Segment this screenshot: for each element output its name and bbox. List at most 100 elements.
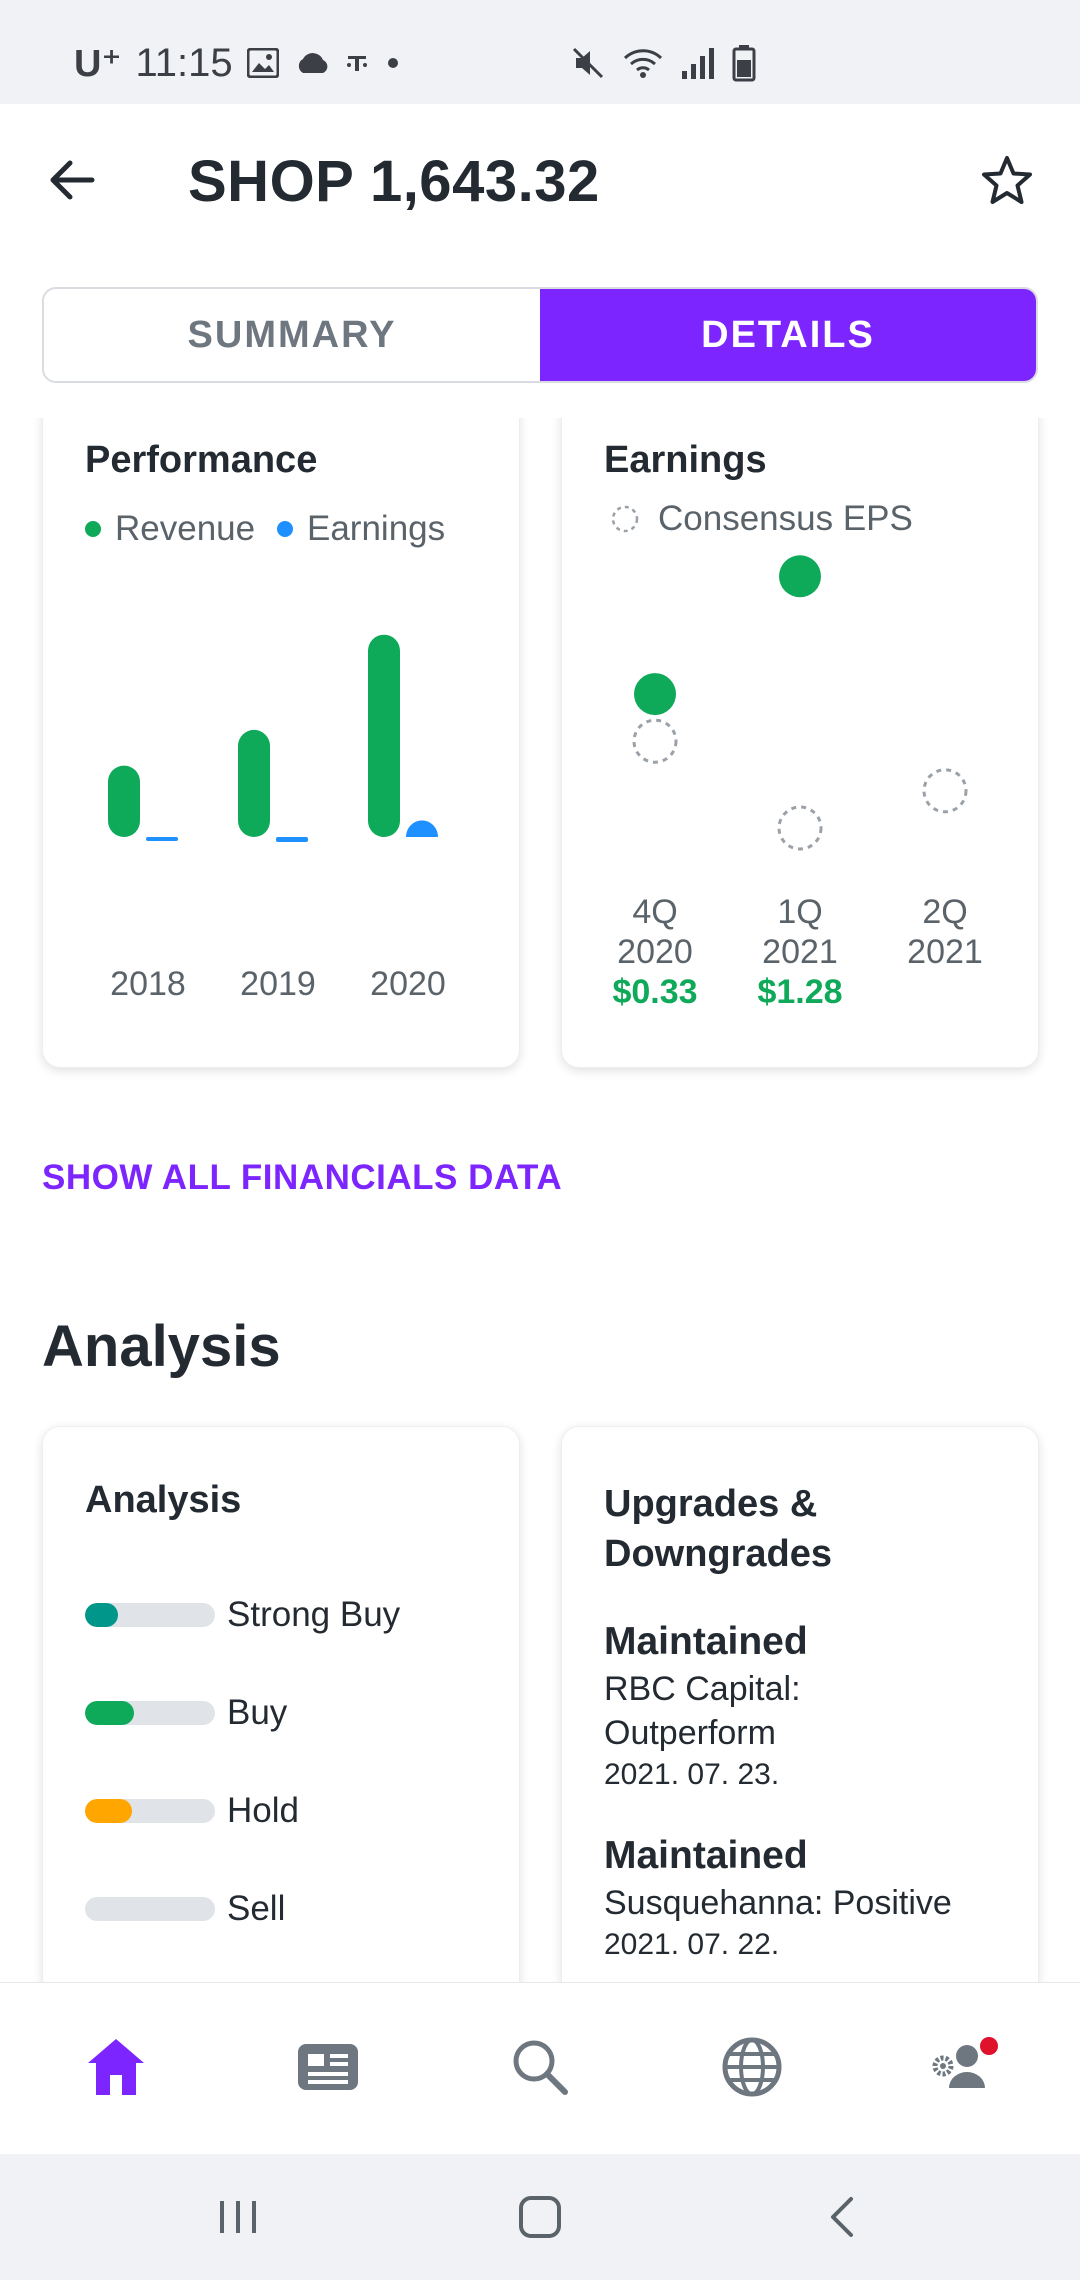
wifi-icon xyxy=(622,45,664,81)
battery-icon xyxy=(732,44,756,82)
quarter-label: 2Q xyxy=(922,893,967,931)
rating-bar-fill xyxy=(85,1701,135,1725)
globe-icon xyxy=(722,2037,782,2097)
status-bar: U⁺ 11:15 xyxy=(0,0,1080,104)
segmented-tabs: SUMMARY DETAILS xyxy=(42,287,1038,383)
analysis-card-title: Analysis xyxy=(85,1479,242,1521)
x-tick-label: 2020 xyxy=(370,965,446,1003)
recent-apps-button[interactable] xyxy=(198,2182,278,2252)
upgrades-title-line2: Downgrades xyxy=(604,1533,833,1575)
earnings-bar xyxy=(276,837,308,842)
upgrade-item[interactable]: Maintained RBC Capital: Outperform 2021.… xyxy=(604,1617,1044,1795)
bottom-navigation xyxy=(0,1982,1080,2154)
tab-summary[interactable]: SUMMARY xyxy=(44,289,540,381)
consensus-eps-point xyxy=(632,718,678,764)
favorite-button[interactable] xyxy=(976,150,1038,212)
details-scroll-area[interactable]: Performance Revenue Earnings 2018 2019 202… xyxy=(0,418,1080,1982)
app-header: SHOP 1,643.32 xyxy=(0,104,1080,279)
legend-earnings-label: Earnings xyxy=(307,509,446,548)
actual-eps-label: $1.28 xyxy=(757,973,842,1011)
performance-title: Performance xyxy=(85,439,318,481)
legend-consensus-label: Consensus EPS xyxy=(658,499,913,538)
legend-revenue-dot xyxy=(85,521,101,537)
page-title: SHOP 1,643.32 xyxy=(188,149,600,214)
year-label: 2021 xyxy=(762,933,838,971)
rating-label: Strong Buy xyxy=(227,1595,401,1634)
status-bar-left: U⁺ 11:15 xyxy=(74,38,403,88)
revenue-bar xyxy=(368,634,400,837)
signal-icon xyxy=(680,45,716,81)
rating-bar xyxy=(85,1701,215,1725)
dot-icon xyxy=(383,53,403,73)
analysis-card[interactable]: Analysis Strong Buy Buy Hold Sell xyxy=(42,1426,520,1982)
upgrades-card[interactable]: Upgrades & Downgrades Maintained RBC Cap… xyxy=(561,1426,1039,1982)
chevron-left-icon xyxy=(831,2197,853,2237)
star-icon xyxy=(982,156,1032,204)
quarter-label: 4Q xyxy=(632,893,677,931)
search-icon xyxy=(513,2040,568,2095)
nav-markets[interactable] xyxy=(712,2027,792,2107)
nav-home[interactable] xyxy=(76,2027,156,2107)
legend-consensus-eps: Consensus EPS xyxy=(610,499,913,539)
cloud-icon xyxy=(293,51,331,75)
revenue-bar xyxy=(108,765,140,837)
back-system-button[interactable] xyxy=(802,2182,882,2252)
rating-bar-fill xyxy=(85,1799,132,1823)
year-label: 2020 xyxy=(617,933,693,971)
rating-row: Sell xyxy=(85,1889,285,1929)
analysis-heading: Analysis xyxy=(42,1314,281,1379)
arrow-left-icon xyxy=(50,160,95,200)
upgrade-firm: RBC Capital: xyxy=(604,1670,801,1708)
consensus-eps-point xyxy=(777,805,823,851)
performance-card[interactable]: Performance Revenue Earnings 2018 2019 202… xyxy=(42,418,520,1068)
home-square-icon xyxy=(519,2196,561,2238)
earnings-card[interactable]: Earnings Consensus EPS 4Q 2020 $0.33 1Q 2021… xyxy=(561,418,1039,1068)
status-bar-right xyxy=(570,38,756,88)
back-button[interactable] xyxy=(42,150,102,210)
upgrade-date: 2021. 07. 23. xyxy=(604,1758,780,1791)
year-label: 2021 xyxy=(907,933,983,971)
rating-label: Buy xyxy=(227,1693,288,1732)
earnings-bar xyxy=(406,820,438,837)
system-navigation-bar xyxy=(0,2154,1080,2280)
rating-row: Hold xyxy=(85,1791,299,1831)
rating-bar-fill xyxy=(85,1603,118,1627)
dashed-circle-icon xyxy=(611,505,639,533)
image-icon xyxy=(246,48,279,78)
profile-settings-icon xyxy=(932,2037,998,2088)
notification-badge xyxy=(980,2037,998,2055)
home-icon xyxy=(88,2039,144,2095)
rating-row: Buy xyxy=(85,1693,287,1733)
legend-revenue: Revenue xyxy=(85,509,255,549)
x-tick-label: 2019 xyxy=(240,965,316,1003)
upgrade-firm: Susquehanna: Positive xyxy=(604,1884,952,1922)
legend-revenue-label: Revenue xyxy=(115,509,256,548)
carrier-label: U⁺ xyxy=(74,42,122,85)
nav-search[interactable] xyxy=(500,2027,580,2107)
upgrades-title: Upgrades & Downgrades xyxy=(604,1479,832,1579)
show-all-financials-link[interactable]: SHOW ALL FINANCIALS DATA xyxy=(42,1158,563,1197)
upgrade-date: 2021. 07. 22. xyxy=(604,1928,780,1961)
legend-earnings-dot xyxy=(277,521,293,537)
upgrade-action: Maintained xyxy=(604,1620,808,1663)
rating-bar xyxy=(85,1897,215,1921)
revenue-bar xyxy=(238,729,270,837)
actual-eps-point xyxy=(779,555,821,598)
nav-profile[interactable] xyxy=(924,2027,1004,2107)
legend-earnings: Earnings xyxy=(277,509,445,549)
rating-row: Strong Buy xyxy=(85,1595,400,1635)
upgrade-item[interactable]: Maintained Susquehanna: Positive 2021. 0… xyxy=(604,1831,1044,1965)
tab-details[interactable]: DETAILS xyxy=(540,289,1036,381)
consensus-eps-point xyxy=(922,768,968,814)
actual-eps-label: $0.33 xyxy=(612,973,697,1011)
home-system-button[interactable] xyxy=(500,2182,580,2252)
mute-icon xyxy=(570,45,606,81)
status-time: 11:15 xyxy=(135,40,233,85)
rating-label: Sell xyxy=(227,1889,286,1928)
nav-news[interactable] xyxy=(288,2027,368,2107)
actual-eps-point xyxy=(634,673,676,716)
rating-bar xyxy=(85,1603,215,1627)
x-tick-label: 2018 xyxy=(110,965,186,1003)
quarter-label: 1Q xyxy=(777,893,822,931)
